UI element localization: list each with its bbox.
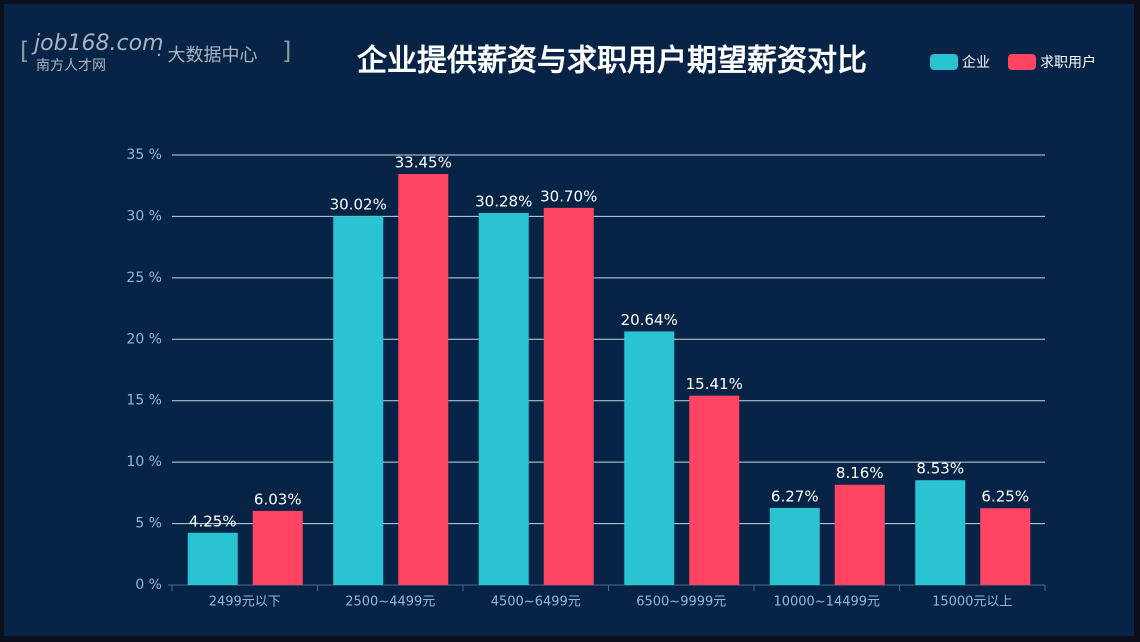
bar xyxy=(624,331,675,585)
bar xyxy=(834,484,885,585)
bar xyxy=(333,216,384,585)
y-tick-label: 20 % xyxy=(126,331,162,347)
logo-suffix: · 大数据中心 xyxy=(156,45,257,66)
bar xyxy=(689,395,740,585)
value-label: 6.03% xyxy=(254,490,302,508)
value-label: 4.25% xyxy=(189,512,237,530)
y-tick-label: 15 % xyxy=(126,393,162,409)
bar xyxy=(252,510,303,585)
chart-title: 企业提供薪资与求职用户期望薪资对比 xyxy=(357,44,867,79)
value-label: 6.25% xyxy=(981,488,1029,506)
bar xyxy=(915,480,966,585)
value-label: 8.53% xyxy=(916,460,964,478)
y-tick-label: 30 % xyxy=(126,208,162,224)
x-tick-label: 2500~4499元 xyxy=(345,595,435,610)
bar xyxy=(478,212,529,585)
value-label: 30.70% xyxy=(540,187,597,205)
logo-name: 南方人才网 xyxy=(36,58,106,74)
logo-bracket: ] xyxy=(282,37,291,65)
value-label: 6.27% xyxy=(771,487,819,505)
value-label: 15.41% xyxy=(686,375,743,393)
bar xyxy=(543,207,594,586)
value-label: 30.28% xyxy=(475,192,532,210)
y-tick-label: 0 % xyxy=(135,577,162,593)
bar xyxy=(398,174,449,586)
legend-swatch xyxy=(930,54,958,70)
x-tick-label: 2499元以下 xyxy=(209,595,281,610)
legend-label: 求职用户 xyxy=(1040,54,1096,71)
bar xyxy=(187,532,238,585)
value-label: 8.16% xyxy=(836,464,884,482)
legend-label: 企业 xyxy=(962,54,990,71)
x-tick-label: 10000~14499元 xyxy=(773,595,880,610)
y-tick-label: 35 % xyxy=(126,147,162,163)
y-tick-label: 25 % xyxy=(126,270,162,286)
x-tick-label: 6500~9999元 xyxy=(636,595,726,610)
value-label: 20.64% xyxy=(621,311,678,329)
logo-brand: job168.com xyxy=(31,31,164,56)
bar xyxy=(769,507,820,585)
legend: 企业 求职用户 xyxy=(930,54,1096,71)
legend-swatch xyxy=(1008,54,1036,70)
y-tick-label: 10 % xyxy=(126,454,162,470)
logo-bracket: [ xyxy=(20,37,29,65)
value-label: 30.02% xyxy=(330,196,387,214)
y-tick-label: 5 % xyxy=(135,516,162,532)
bar xyxy=(980,508,1031,585)
x-tick-label: 4500~6499元 xyxy=(491,595,581,610)
x-tick-label: 15000元以上 xyxy=(932,595,1012,610)
value-label: 33.45% xyxy=(395,154,452,172)
